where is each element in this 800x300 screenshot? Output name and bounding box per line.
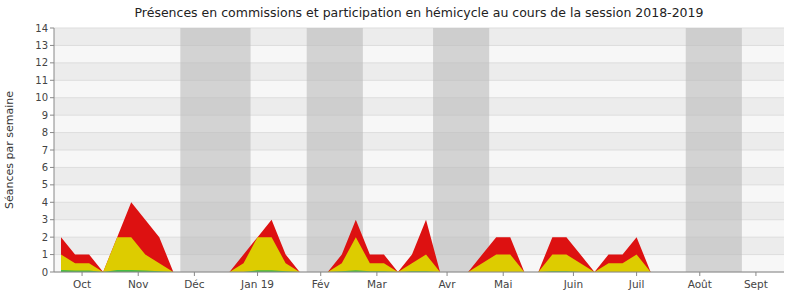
x-tick-label: Mar [367,278,387,290]
grid-line [54,45,784,46]
y-tick [50,97,54,98]
holiday-band [180,28,250,272]
y-tick-label: 0 [42,267,48,278]
x-axis-line [54,272,784,273]
y-tick-label: 13 [35,40,48,51]
grid-stripe [54,45,784,62]
grid-stripe [54,28,784,45]
grid-line [54,80,784,81]
x-tick [755,272,756,276]
grid-line [54,115,784,116]
y-tick [50,237,54,238]
chart-container: 01234567891011121314OctNovDécJan 19FévMa… [0,0,800,300]
x-tick-label: Fév [312,278,330,290]
area-series [61,202,777,272]
grid-line [54,184,784,185]
area-series [61,237,777,272]
chart-svg: 01234567891011121314OctNovDécJan 19FévMa… [0,0,800,300]
plot-background [54,28,784,272]
x-tick-label: Déc [184,278,205,290]
axes: 01234567891011121314OctNovDécJan 19FévMa… [35,23,784,291]
grid-line [54,150,784,151]
y-tick [50,184,54,185]
grid-stripe [54,80,784,97]
y-tick [50,28,54,29]
y-tick-label: 9 [42,110,48,121]
y-tick-label: 8 [42,127,48,138]
chart-title: Présences en commissions et participatio… [135,5,704,20]
x-tick [82,272,83,276]
holiday-band [686,28,742,272]
grid-stripe [54,220,784,237]
grid-stripe [54,150,784,167]
y-tick-label: 7 [42,145,48,156]
y-tick-label: 6 [42,162,48,173]
y-tick [50,80,54,81]
x-tick [257,272,258,276]
grid [54,28,784,272]
x-tick [503,272,504,276]
y-tick [50,45,54,46]
y-tick [50,132,54,133]
y-tick-label: 3 [42,214,48,225]
grid-stripe [54,185,784,202]
y-tick-label: 2 [42,232,48,243]
grid-stripe [54,98,784,115]
x-tick-label: Sept [744,278,768,290]
grid-line [54,132,784,133]
holiday-band [433,28,489,272]
y-tick [50,272,54,273]
data-area [61,28,777,272]
x-tick-label: Jan 19 [240,278,274,290]
x-tick-label: Nov [128,278,149,290]
x-tick-label: Juil [628,278,645,290]
x-tick [138,272,139,276]
grid-stripe [54,115,784,132]
x-tick [320,272,321,276]
grid-stripe [54,133,784,150]
grid-stripe [54,202,784,219]
y-tick [50,254,54,255]
y-tick-label: 1 [42,249,48,260]
grid-line [54,28,784,29]
x-tick [376,272,377,276]
grid-line [54,219,784,220]
y-tick-label: 10 [35,92,48,103]
y-tick-label: 4 [42,197,48,208]
grid-line [54,97,784,98]
x-tick [636,272,637,276]
x-tick-label: Oct [73,278,91,290]
y-tick [50,219,54,220]
x-tick [447,272,448,276]
y-tick-label: 12 [35,57,48,68]
grid-line [54,167,784,168]
y-axis-label: Séances par semaine [3,91,16,209]
y-tick [50,202,54,203]
x-tick-label: Mai [494,278,512,290]
y-tick-label: 5 [42,179,48,190]
y-tick [50,150,54,151]
y-tick-label: 14 [35,23,48,34]
grid-line [54,202,784,203]
y-tick [50,167,54,168]
y-tick [50,62,54,63]
x-tick [699,272,700,276]
x-tick [194,272,195,276]
grid-line [54,272,784,273]
x-tick-label: Juin [563,278,583,290]
y-tick [50,115,54,116]
grid-line [54,62,784,63]
grid-stripe [54,167,784,184]
grid-stripe [54,63,784,80]
x-tick [573,272,574,276]
x-tick-label: Avr [439,278,457,290]
x-tick-label: Août [688,278,712,290]
y-tick-label: 11 [35,75,48,86]
